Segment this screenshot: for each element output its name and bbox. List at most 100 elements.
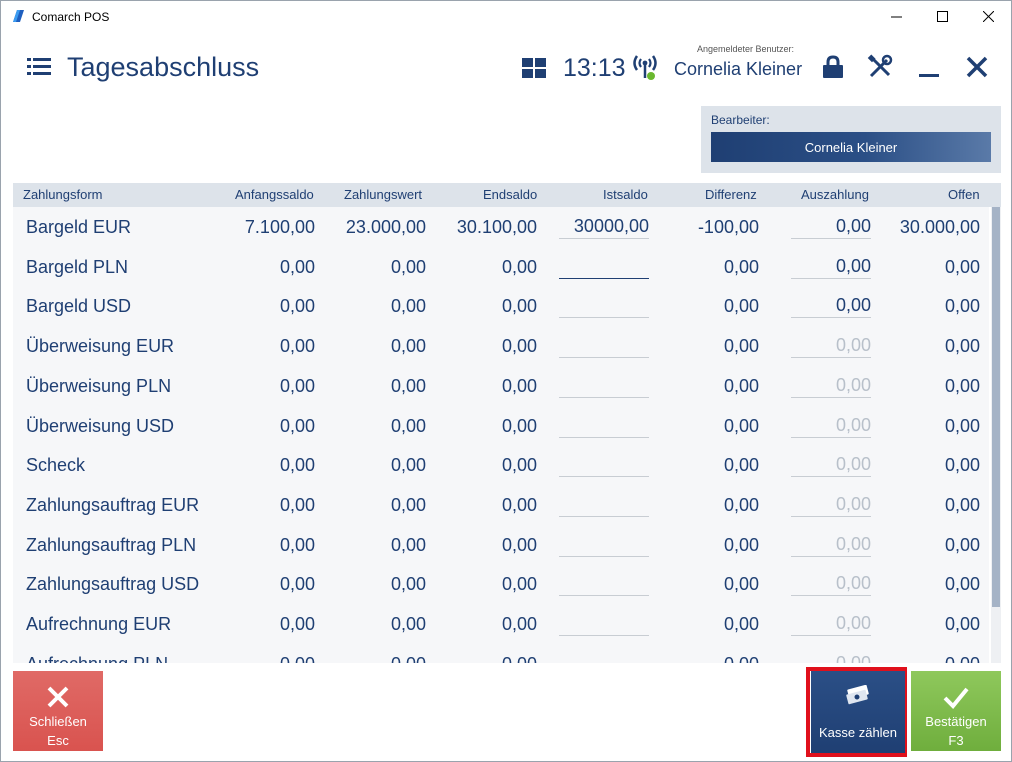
auszahlung-input[interactable]: 0,00 <box>791 292 871 319</box>
scrollbar-thumb[interactable] <box>992 207 1000 607</box>
column-header[interactable]: Auszahlung <box>801 187 869 202</box>
payment-form-cell: Scheck <box>26 455 86 476</box>
payment-form-cell: Überweisung USD <box>26 415 175 436</box>
operator-select[interactable]: Cornelia Kleiner <box>711 132 991 162</box>
offen-cell: 0,00 <box>944 494 980 515</box>
istsaldo-input[interactable] <box>559 570 649 597</box>
hamburger-icon[interactable] <box>27 58 51 76</box>
end-cell: 0,00 <box>501 415 537 436</box>
istsaldo-input[interactable]: 30000,00 <box>559 213 649 239</box>
grid-body: Bargeld EUR 7.100,00 23.000,00 30.100,00 -10… <box>13 207 989 663</box>
diff-cell: 0,00 <box>723 614 759 634</box>
zahlung-cell: 0,00 <box>390 415 426 436</box>
column-header[interactable]: Offen <box>948 187 980 202</box>
end-cell: 0,00 <box>501 614 537 634</box>
istsaldo-input[interactable] <box>559 610 649 636</box>
confirm-button-shortcut: F3 <box>948 733 964 748</box>
cash-stack-icon <box>846 685 869 705</box>
highlight-frame <box>806 667 907 757</box>
payment-form-cell: Zahlungsauftrag PLN <box>26 534 197 555</box>
offen-cell: 0,00 <box>944 574 980 595</box>
table-row[interactable]: Überweisung EUR 0,00 0,00 0,00 0,00 0,00 0,00 <box>13 326 989 366</box>
diff-cell: 0,00 <box>723 455 759 476</box>
table-row[interactable]: Zahlungsauftrag USD 0,00 0,00 0,00 0,00 0,00 0… <box>13 564 989 604</box>
grid-header: Zahlungsform Anfangssaldo Zahlungswert E… <box>13 183 1001 207</box>
grid-scrollbar[interactable] <box>991 207 1001 663</box>
payment-form-cell: Aufrechnung EUR <box>26 614 172 634</box>
istsaldo-input[interactable] <box>559 372 649 398</box>
minimize-icon[interactable] <box>916 54 942 80</box>
clock: 13:13 <box>563 54 626 82</box>
istsaldo-input[interactable] <box>559 292 649 319</box>
tools-icon[interactable] <box>867 54 893 80</box>
zahlung-cell: 0,00 <box>390 614 426 634</box>
app-header: Tagesabschluss 13:13 Angemeldeter Benutz… <box>1 32 1011 104</box>
window-maximize-button[interactable] <box>919 1 965 32</box>
column-header[interactable]: Zahlungswert <box>344 187 423 202</box>
table-row[interactable]: Bargeld USD 0,00 0,00 0,00 0,00 0,00 0,00 <box>13 286 989 326</box>
anfang-cell: 7.100,00 <box>244 217 315 237</box>
user-name: Cornelia Kleiner <box>674 59 803 79</box>
istsaldo-input[interactable] <box>559 650 649 663</box>
diff-cell: 0,00 <box>724 654 759 663</box>
table-row[interactable]: Scheck 0,00 0,00 0,00 0,00 0,00 0,00 <box>13 445 989 485</box>
table-row[interactable]: Zahlungsauftrag EUR 0,00 0,00 0,00 0,00 0,00 0… <box>13 485 989 525</box>
end-cell: 0,00 <box>501 296 537 317</box>
istsaldo-input[interactable] <box>559 253 649 279</box>
window-title: Comarch POS <box>32 10 110 24</box>
zahlung-cell: 0,00 <box>391 654 426 663</box>
close-button-label: Schließen <box>29 714 87 729</box>
close-icon[interactable] <box>964 54 990 80</box>
table-row[interactable]: Zahlungsauftrag PLN 0,00 0,00 0,00 0,00 0,00 0… <box>13 525 989 565</box>
anfang-cell: 0,00 <box>279 614 315 634</box>
operator-panel: Bearbeiter: Cornelia Kleiner <box>701 106 1001 173</box>
column-header[interactable]: Endsaldo <box>483 187 538 202</box>
count-cash-label: Kasse zählen <box>818 725 898 740</box>
diff-cell: 0,00 <box>723 256 759 277</box>
anfang-cell: 0,00 <box>279 415 315 436</box>
auszahlung-input: 0,00 <box>791 531 871 557</box>
auszahlung-input: 0,00 <box>791 491 871 517</box>
close-button[interactable]: Schließen Esc <box>13 671 103 751</box>
anfang-cell: 0,00 <box>279 296 315 317</box>
count-cash-button[interactable]: Kasse zählen <box>811 671 905 753</box>
table-row[interactable]: Bargeld PLN 0,00 0,00 0,00 0,00 0,00 0,00 <box>13 247 989 287</box>
auszahlung-input: 0,00 <box>791 451 871 478</box>
column-header[interactable]: Istsaldo <box>603 187 648 202</box>
table-row[interactable]: Überweisung PLN 0,00 0,00 0,00 0,00 0,00 0,00 <box>13 366 989 406</box>
auszahlung-input[interactable]: 0,00 <box>791 253 871 279</box>
auszahlung-input: 0,00 <box>791 650 871 663</box>
auszahlung-input: 0,00 <box>791 412 871 438</box>
istsaldo-input[interactable] <box>559 531 649 557</box>
auszahlung-input[interactable]: 0,00 <box>791 213 871 239</box>
anfang-cell: 0,00 <box>279 534 315 555</box>
column-header[interactable]: Zahlungsform <box>23 187 103 202</box>
istsaldo-input[interactable] <box>559 451 649 478</box>
close-button-shortcut: Esc <box>47 733 69 748</box>
table-row[interactable]: Aufrechnung EUR 0,00 0,00 0,00 0,00 0,00 0,00 <box>13 604 989 644</box>
confirm-button[interactable]: Bestätigen F3 <box>911 671 1001 751</box>
table-row[interactable]: Überweisung USD 0,00 0,00 0,00 0,00 0,00 0,00 <box>13 406 989 446</box>
anfang-cell: 0,00 <box>279 336 315 357</box>
page-title: Tagesabschluss <box>67 52 260 82</box>
diff-cell: 0,00 <box>723 296 759 317</box>
end-cell: 0,00 <box>501 455 537 476</box>
istsaldo-input[interactable] <box>559 412 649 438</box>
zahlung-cell: 0,00 <box>390 256 426 277</box>
table-row[interactable]: Aufrechnung PLN 0,00 0,00 0,00 0,00 0,00 0,00 <box>13 644 989 663</box>
diff-cell: 0,00 <box>723 534 759 555</box>
table-row[interactable]: Bargeld EUR 7.100,00 23.000,00 30.100,00 -10… <box>13 207 989 247</box>
istsaldo-input[interactable] <box>559 491 649 517</box>
diff-cell: 0,00 <box>723 574 759 595</box>
confirm-button-label: Bestätigen <box>925 714 987 729</box>
offen-cell: 30.000,00 <box>899 217 980 237</box>
istsaldo-input[interactable] <box>559 332 649 359</box>
lock-icon[interactable] <box>820 54 846 80</box>
column-header[interactable]: Anfangssaldo <box>235 187 314 202</box>
window-close-button[interactable] <box>965 1 1011 32</box>
column-header[interactable]: Differenz <box>705 187 757 202</box>
tiles-icon[interactable] <box>522 58 546 78</box>
auszahlung-input: 0,00 <box>791 610 871 636</box>
window-minimize-button[interactable] <box>873 1 919 32</box>
payment-form-cell: Aufrechnung PLN <box>26 654 168 663</box>
